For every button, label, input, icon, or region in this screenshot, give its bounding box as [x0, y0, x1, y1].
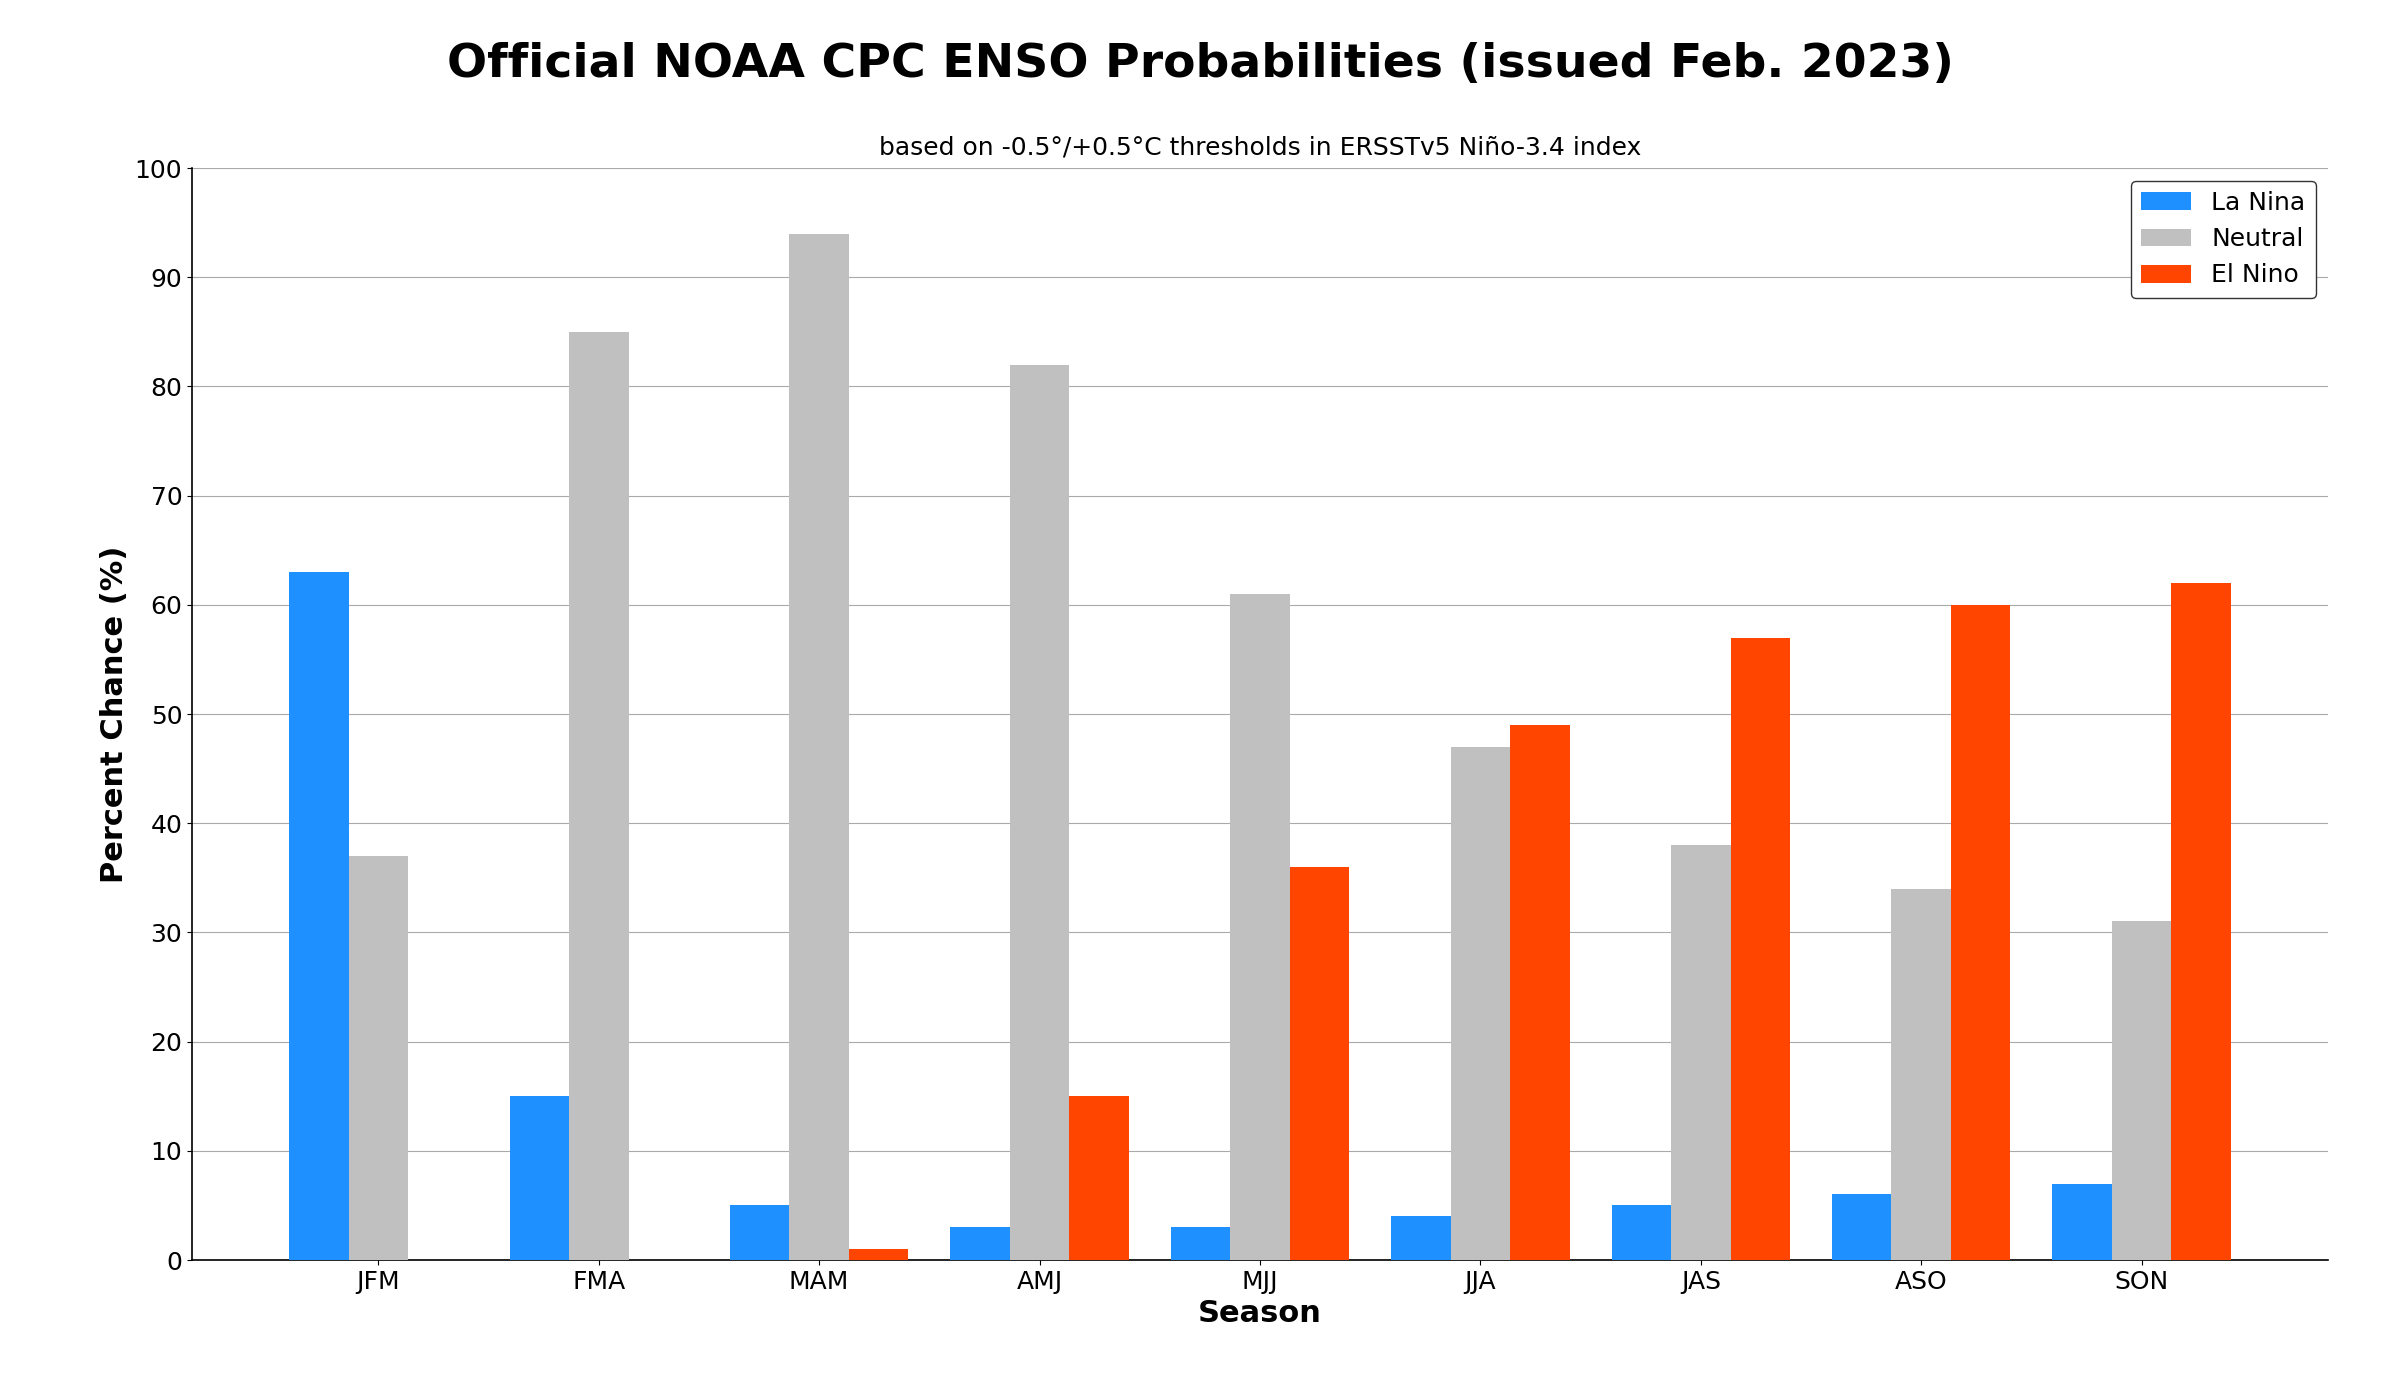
Bar — [1070, 1096, 1128, 1260]
Bar — [1231, 594, 1289, 1260]
Bar — [1510, 725, 1570, 1260]
Bar — [1951, 605, 2011, 1260]
Bar — [348, 855, 408, 1260]
Bar — [1450, 746, 1510, 1260]
Bar — [950, 1228, 1010, 1260]
Bar — [1289, 867, 1349, 1260]
Bar — [1171, 1228, 1231, 1260]
Title: based on -0.5°/+0.5°C thresholds in ERSSTv5 Niño-3.4 index: based on -0.5°/+0.5°C thresholds in ERSS… — [878, 136, 1642, 160]
Bar — [1670, 846, 1730, 1260]
Bar — [850, 1249, 910, 1260]
Bar — [790, 234, 850, 1260]
Bar — [1891, 889, 1951, 1260]
Bar — [1610, 1205, 1670, 1260]
Legend: La Nina, Neutral, El Nino: La Nina, Neutral, El Nino — [2131, 181, 2316, 298]
X-axis label: Season: Season — [1198, 1299, 1322, 1329]
Bar — [2112, 921, 2172, 1260]
Text: Official NOAA CPC ENSO Probabilities (issued Feb. 2023): Official NOAA CPC ENSO Probabilities (is… — [446, 42, 1954, 87]
Bar — [2052, 1183, 2112, 1260]
Bar — [1010, 364, 1070, 1260]
Bar — [730, 1205, 790, 1260]
Bar — [1730, 637, 1790, 1260]
Bar — [288, 573, 348, 1260]
Y-axis label: Percent Chance (%): Percent Chance (%) — [101, 546, 130, 882]
Bar — [1392, 1217, 1450, 1260]
Bar — [1831, 1194, 1891, 1260]
Bar — [509, 1096, 569, 1260]
Bar — [569, 332, 629, 1260]
Bar — [2172, 582, 2232, 1260]
